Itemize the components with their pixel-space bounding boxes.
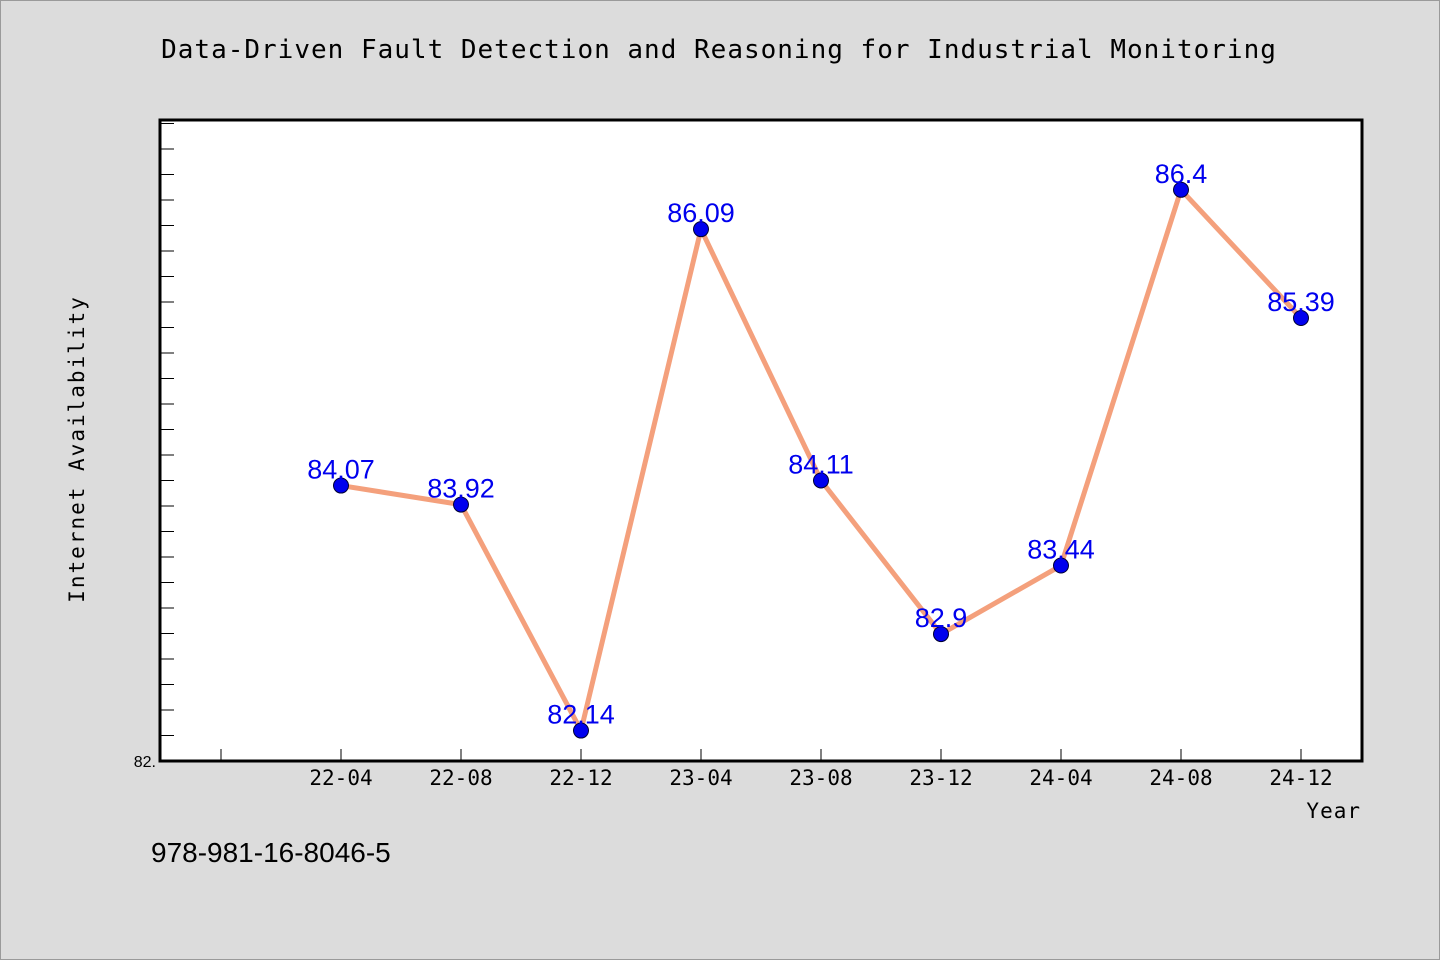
- data-point: [1173, 181, 1189, 198]
- series-points-group: [333, 181, 1309, 739]
- x-tick-label: 24-12: [1269, 766, 1332, 790]
- data-label: 86.4: [1155, 159, 1208, 189]
- footer-isbn: 978-981-16-8046-5: [151, 837, 391, 868]
- x-tick-label: 24-04: [1029, 766, 1092, 790]
- data-label: 84.07: [307, 455, 375, 485]
- data-point: [693, 221, 709, 238]
- data-label: 86.09: [667, 198, 735, 228]
- data-point: [573, 722, 589, 739]
- x-tick-label: 22-04: [309, 766, 372, 790]
- x-tick-label: 23-04: [669, 766, 732, 790]
- data-point: [453, 496, 469, 513]
- data-label: 82.9: [915, 603, 968, 633]
- x-tick-label: 24-08: [1149, 766, 1212, 790]
- y-tick-label: 82.: [134, 754, 156, 771]
- data-label: 83.44: [1027, 535, 1095, 565]
- x-tick-label: 22-08: [429, 766, 492, 790]
- x-tick-label: 22-12: [549, 766, 612, 790]
- series-labels-group: 84.07 83.92 82.14 86.09 84.11 82.9 83.44 86.4 85…: [307, 159, 1335, 730]
- data-point: [813, 472, 829, 489]
- data-label: 85.39: [1267, 287, 1335, 317]
- data-point: [1053, 557, 1069, 574]
- x-axis-label: Year: [1306, 799, 1361, 823]
- chart-title: Data-Driven Fault Detection and Reasonin…: [161, 35, 1277, 65]
- data-point: [1293, 310, 1309, 327]
- data-label: 82.14: [547, 700, 615, 730]
- x-tick-label: 23-12: [909, 766, 972, 790]
- data-point: [933, 626, 949, 643]
- x-axis-ticks: 22-04 22-08 22-12 23-04 23-08 23-12 24-04 24-08…: [220, 749, 1333, 790]
- plot-area: [158, 118, 1364, 763]
- data-point: [333, 477, 349, 494]
- x-tick-label: 23-08: [789, 766, 852, 790]
- data-label: 83.92: [427, 474, 495, 504]
- y-axis-ticks: [160, 123, 174, 736]
- data-label: 84.11: [788, 449, 854, 479]
